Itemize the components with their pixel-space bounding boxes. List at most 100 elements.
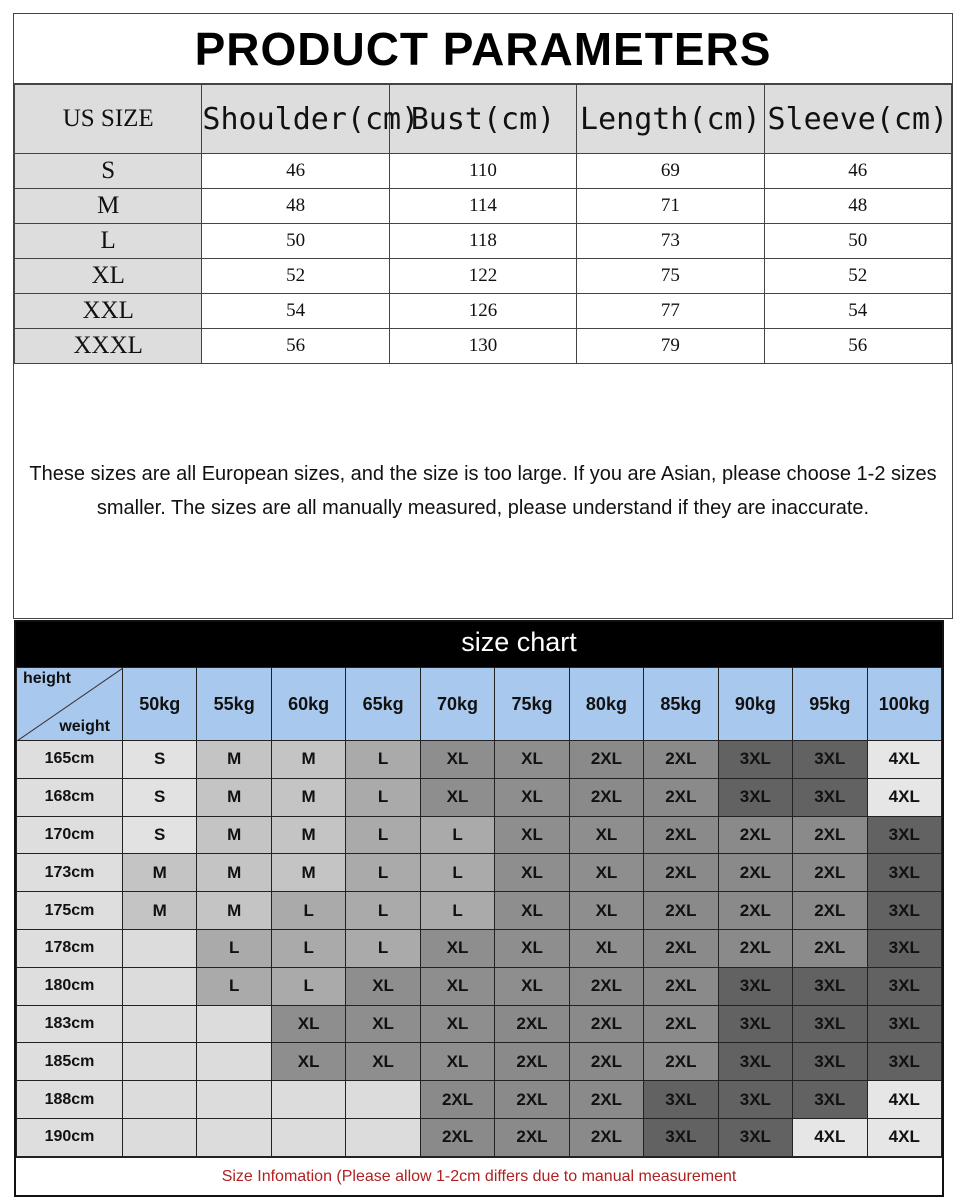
size-cell [196,1117,272,1157]
size-cell: XL [419,928,496,968]
size-cell: L [270,966,347,1006]
column-header: US SIZE [13,84,203,154]
size-cell: XL [270,1042,347,1082]
size-cell: 2XL [494,1004,570,1044]
size-cell: M [121,891,198,930]
size-cell: 2XL [792,853,868,893]
size-cell: 3XL [866,853,943,893]
chart-row: 180cm L L XL XL XL 2XL 2XL 3XL 3XL 3XL [16,966,943,1006]
size-label: S [13,153,203,189]
size-cell: 3XL [717,1080,794,1119]
size-cell: S [121,815,198,855]
size-label: XL [13,258,203,294]
size-cell: 2XL [568,1042,645,1082]
size-cell: 4XL [792,1117,868,1157]
size-cell: 2XL [643,891,719,930]
table-cell: 75 [576,258,765,294]
table-row: S 46 110 69 46 [13,153,953,189]
chart-row: 175cm M M L L L XL XL 2XL 2XL 2XL 3XL [16,891,943,930]
table-row: XXL 54 126 77 54 [13,293,953,329]
size-cell: 3XL [792,966,868,1006]
table-cell: 122 [388,258,578,294]
table-row: XXXL 56 130 79 56 [13,328,953,364]
chart-row: 178cm L L L XL XL XL 2XL 2XL 2XL 3XL [16,928,943,968]
size-cell [196,1042,272,1082]
size-cell: 2XL [568,966,645,1006]
table-cell: 46 [763,153,953,189]
size-cell: XL [494,966,570,1006]
table-cell: 71 [576,188,765,224]
table-cell: 48 [201,188,390,224]
size-cell: 2XL [717,815,794,855]
size-cell: 4XL [866,740,943,779]
size-cell [196,1004,272,1044]
chart-title: size chart [16,622,942,667]
size-cell: L [270,928,347,968]
table-cell: 52 [763,258,953,294]
size-cell: 2XL [643,777,719,817]
height-label: 188cm [16,1080,123,1119]
size-cell: 2XL [717,853,794,893]
size-cell: 4XL [866,1080,943,1119]
size-cell: 2XL [717,891,794,930]
table-cell: 114 [388,188,578,224]
size-cell: 3XL [866,891,943,930]
size-cell: L [345,853,421,893]
size-cell: 2XL [792,891,868,930]
size-cell: 2XL [494,1042,570,1082]
column-header: Bust(cm) [388,84,578,154]
size-cell: 3XL [717,740,794,779]
weight-header: 85kg [643,667,719,741]
size-cell: 3XL [717,966,794,1006]
size-cell: XL [494,777,570,817]
diagonal-divider [17,668,123,741]
weight-header: 55kg [196,667,272,741]
height-label: 175cm [16,891,123,930]
size-cell: L [345,928,421,968]
table-cell: 126 [388,293,578,329]
size-cell [121,1042,198,1082]
size-cell: L [419,853,496,893]
size-cell: XL [568,928,645,968]
size-cell: 2XL [419,1117,496,1157]
size-cell: 3XL [792,740,868,779]
table-cell: 73 [576,223,765,259]
size-cell: XL [419,966,496,1006]
table-row: L 50 118 73 50 [13,223,953,259]
size-cell: XL [568,891,645,930]
table-cell: 110 [388,153,578,189]
size-cell [270,1080,347,1119]
chart-row: 183cm XL XL XL 2XL 2XL 2XL 3XL 3XL 3XL [16,1004,943,1044]
size-cell: M [270,777,347,817]
size-cell: XL [568,853,645,893]
size-cell: L [196,966,272,1006]
size-cell: S [121,740,198,779]
size-cell: 2XL [643,966,719,1006]
size-cell: 4XL [866,1117,943,1157]
size-cell: L [345,777,421,817]
column-header: Length(cm) [576,84,765,154]
column-header: Sleeve(cm) [763,84,953,154]
size-cell: XL [494,891,570,930]
size-cell: 3XL [643,1117,719,1157]
size-cell: XL [270,1004,347,1044]
corner-height-label: height [23,670,71,687]
weight-header: 70kg [419,667,496,741]
table-row: M 48 114 71 48 [13,188,953,224]
size-cell [121,966,198,1006]
size-cell: 3XL [717,777,794,817]
size-cell: L [419,815,496,855]
size-cell: 2XL [792,815,868,855]
table-cell: 130 [388,328,578,364]
size-cell: 2XL [494,1117,570,1157]
size-cell: L [345,740,421,779]
chart-row: 170cm S M M L L XL XL 2XL 2XL 2XL 3XL [16,815,943,855]
table-cell: 50 [763,223,953,259]
size-cell: M [196,891,272,930]
size-cell: 2XL [643,1004,719,1044]
size-cell: 2XL [717,928,794,968]
size-cell: M [196,853,272,893]
corner-header: height weight [16,667,123,741]
size-cell: 2XL [792,928,868,968]
size-cell: 2XL [643,740,719,779]
